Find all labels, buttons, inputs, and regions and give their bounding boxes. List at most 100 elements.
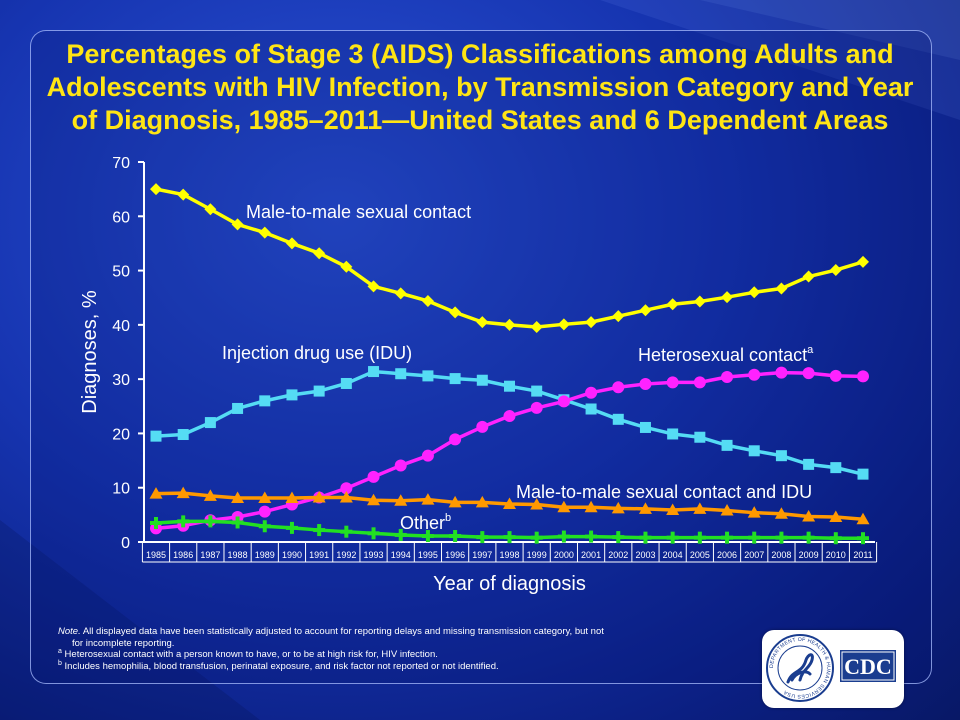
- data-point: [231, 516, 244, 529]
- data-point: [557, 500, 571, 513]
- data-point: [231, 218, 244, 231]
- data-point: [339, 490, 353, 503]
- title-line-3: of Diagnosis, 1985–2011—United States an…: [71, 105, 889, 135]
- x-tick-label: 1998: [499, 550, 519, 560]
- data-point-v: [181, 515, 186, 528]
- data-point: [857, 532, 869, 545]
- data-point-v: [670, 531, 675, 544]
- data-point: [285, 491, 299, 504]
- data-point: [150, 183, 162, 196]
- data-point: [639, 304, 652, 317]
- y-tick-label: 40: [112, 318, 130, 335]
- data-point: [829, 369, 842, 382]
- data-point: [176, 486, 190, 499]
- data-point: [503, 497, 516, 509]
- data-point: [448, 495, 462, 508]
- data-point: [857, 468, 869, 480]
- data-point: [504, 380, 515, 392]
- data-point: [285, 237, 298, 250]
- data-point: [775, 531, 788, 544]
- x-tick-label: 2000: [554, 550, 574, 560]
- note-text-continued: for incomplete reporting.: [72, 637, 175, 649]
- data-point: [666, 376, 679, 389]
- data-point: [340, 377, 352, 389]
- data-point: [313, 385, 325, 397]
- series-label-text: Injection drug use (IDU): [222, 343, 412, 363]
- data-point-v: [616, 531, 621, 544]
- x-tick-label: 1987: [200, 550, 220, 560]
- data-point: [177, 429, 189, 441]
- data-point: [585, 403, 597, 415]
- data-point: [259, 395, 271, 407]
- data-point-v: [725, 531, 730, 544]
- x-tick-label: 1993: [364, 550, 384, 560]
- data-point: [612, 531, 625, 544]
- data-point: [367, 527, 380, 540]
- data-point: [557, 395, 570, 408]
- data-point: [203, 489, 217, 501]
- y-tick-label: 60: [112, 209, 130, 226]
- data-point: [530, 401, 543, 414]
- data-point: [639, 531, 652, 544]
- cdc-text: CDC: [844, 654, 892, 679]
- data-point: [693, 502, 707, 514]
- x-tick-label: 1996: [445, 550, 465, 560]
- data-point: [530, 498, 544, 510]
- data-point: [829, 510, 843, 523]
- data-point: [802, 509, 816, 522]
- data-point: [258, 505, 271, 518]
- data-point: [449, 373, 461, 385]
- data-point-v: [752, 531, 757, 544]
- data-point-v: [561, 530, 566, 543]
- data-point: [693, 531, 706, 544]
- x-tick-label: 2002: [608, 550, 628, 560]
- data-point: [585, 316, 598, 329]
- footnote-a-text: Heterosexual contact with a person known…: [64, 649, 438, 660]
- data-point: [258, 520, 271, 533]
- data-point: [395, 368, 407, 380]
- data-point: [584, 500, 598, 513]
- x-tick-label: 2001: [581, 550, 601, 560]
- data-point-v: [371, 527, 376, 540]
- data-point: [258, 491, 272, 504]
- data-point: [421, 294, 434, 307]
- data-point: [666, 503, 680, 515]
- data-point: [830, 462, 842, 474]
- x-tick-label: 1994: [391, 550, 411, 560]
- footnotes: Note. All displayed data have been stati…: [58, 626, 758, 672]
- data-point: [204, 417, 216, 429]
- data-point: [802, 531, 815, 544]
- data-point: [422, 370, 434, 382]
- data-point: [231, 491, 245, 504]
- y-tick-label: 30: [112, 372, 130, 389]
- data-point-v: [235, 516, 240, 529]
- data-point: [829, 264, 842, 277]
- y-axis-title: Diagnoses, %: [79, 290, 101, 414]
- data-point: [421, 449, 434, 462]
- y-tick-label: 70: [112, 155, 130, 172]
- data-point: [611, 501, 625, 514]
- series-label: Heterosexual contacta: [638, 344, 814, 365]
- chart-series: [149, 183, 870, 545]
- cdc-logo-icon: CDC: [840, 650, 896, 682]
- data-point: [857, 255, 869, 268]
- data-point: [394, 287, 407, 300]
- data-point-v: [833, 532, 838, 545]
- data-point: [204, 203, 217, 216]
- data-point-v: [806, 531, 811, 544]
- data-point: [394, 528, 407, 541]
- data-point-v: [589, 530, 594, 543]
- note-label: Note.: [58, 626, 81, 637]
- data-point: [177, 188, 190, 201]
- data-point: [530, 531, 543, 544]
- data-point: [748, 531, 761, 544]
- data-point-v: [779, 531, 784, 544]
- content-panel: [30, 30, 932, 684]
- data-point: [612, 381, 625, 394]
- cdc-logo-box: DEPARTMENT OF HEALTH & HUMAN SERVICES US…: [762, 630, 904, 708]
- data-point: [258, 226, 271, 239]
- x-tick-label: 1991: [309, 550, 329, 560]
- chart-title: Percentages of Stage 3 (AIDS) Classifica…: [30, 38, 930, 137]
- series-label-text: Male-to-male sexual contact: [246, 202, 471, 222]
- data-point: [639, 421, 651, 433]
